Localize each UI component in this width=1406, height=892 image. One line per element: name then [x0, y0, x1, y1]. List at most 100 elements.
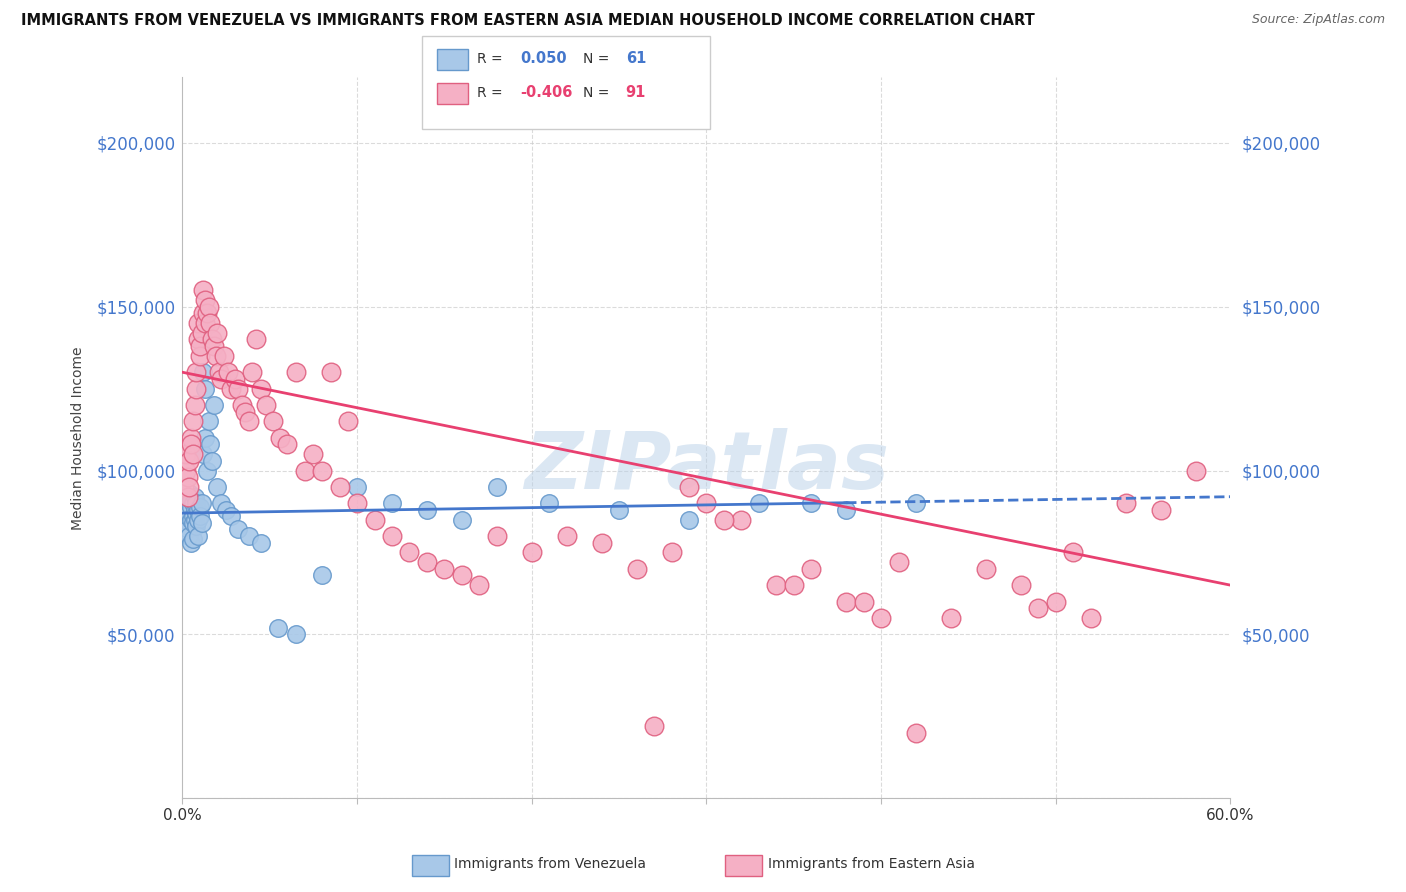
Point [974, 562, 997, 576]
Point [1115, 496, 1137, 510]
Point [217, 365, 239, 379]
Point [221, 382, 243, 396]
Point [183, 490, 205, 504]
Point [713, 513, 735, 527]
Point [678, 513, 700, 527]
Point [555, 529, 578, 543]
Point [226, 523, 249, 537]
Point [346, 480, 368, 494]
Point [201, 453, 224, 467]
Point [181, 447, 204, 461]
Point [783, 578, 806, 592]
Point [238, 414, 260, 428]
Point [939, 611, 962, 625]
Point [186, 382, 208, 396]
Point [186, 519, 208, 533]
Point [209, 496, 232, 510]
Point [202, 339, 225, 353]
Point [240, 365, 263, 379]
Text: Immigrants from Venezuela: Immigrants from Venezuela [454, 857, 647, 871]
Point [250, 535, 273, 549]
Point [207, 326, 229, 340]
Point [905, 496, 928, 510]
Point [204, 349, 226, 363]
Point [186, 496, 208, 510]
Text: 61: 61 [626, 52, 645, 66]
Point [181, 509, 204, 524]
Point [183, 503, 205, 517]
Point [188, 509, 211, 524]
Point [363, 513, 385, 527]
Point [176, 496, 198, 510]
Point [433, 562, 456, 576]
Point [174, 490, 197, 504]
Point [800, 562, 823, 576]
Point [176, 490, 198, 504]
Point [311, 463, 333, 477]
Point [835, 594, 858, 608]
Point [188, 349, 211, 363]
Point [174, 447, 197, 461]
Point [197, 300, 219, 314]
Point [193, 306, 215, 320]
Point [626, 562, 648, 576]
Point [284, 365, 307, 379]
Point [294, 463, 316, 477]
Point [180, 493, 202, 508]
Point [190, 326, 212, 340]
Point [181, 533, 204, 547]
Point [187, 503, 209, 517]
Point [190, 516, 212, 530]
Point [607, 503, 630, 517]
Point [176, 503, 198, 517]
Text: ZIPatlas: ZIPatlas [524, 427, 889, 506]
Point [398, 545, 420, 559]
Point [381, 529, 404, 543]
Point [202, 398, 225, 412]
Point [262, 414, 284, 428]
Point [233, 404, 256, 418]
Point [180, 535, 202, 549]
Point [284, 627, 307, 641]
Point [451, 513, 474, 527]
Point [187, 513, 209, 527]
Point [765, 578, 787, 592]
Point [1010, 578, 1032, 592]
Point [188, 500, 211, 514]
Point [591, 535, 613, 549]
Point [800, 496, 823, 510]
Point [269, 431, 291, 445]
Point [173, 503, 195, 517]
Point [678, 480, 700, 494]
Point [186, 365, 208, 379]
Point [250, 382, 273, 396]
Text: R =: R = [477, 52, 502, 66]
Point [215, 503, 238, 517]
Point [1184, 463, 1206, 477]
Point [200, 437, 222, 451]
Point [174, 463, 197, 477]
Point [176, 523, 198, 537]
Point [187, 316, 209, 330]
Point [1149, 503, 1171, 517]
Point [1026, 601, 1049, 615]
Point [319, 365, 342, 379]
Point [245, 333, 267, 347]
Point [179, 529, 201, 543]
Text: Immigrants from Eastern Asia: Immigrants from Eastern Asia [768, 857, 974, 871]
Point [179, 453, 201, 467]
Point [661, 545, 683, 559]
Point [190, 496, 212, 510]
Point [381, 496, 404, 510]
Point [221, 509, 243, 524]
Point [193, 365, 215, 379]
Point [179, 506, 201, 520]
Point [194, 431, 217, 445]
Point [195, 463, 218, 477]
Point [181, 496, 204, 510]
Point [238, 529, 260, 543]
Point [194, 382, 217, 396]
Point [195, 306, 218, 320]
Point [183, 513, 205, 527]
Text: 91: 91 [626, 86, 645, 100]
